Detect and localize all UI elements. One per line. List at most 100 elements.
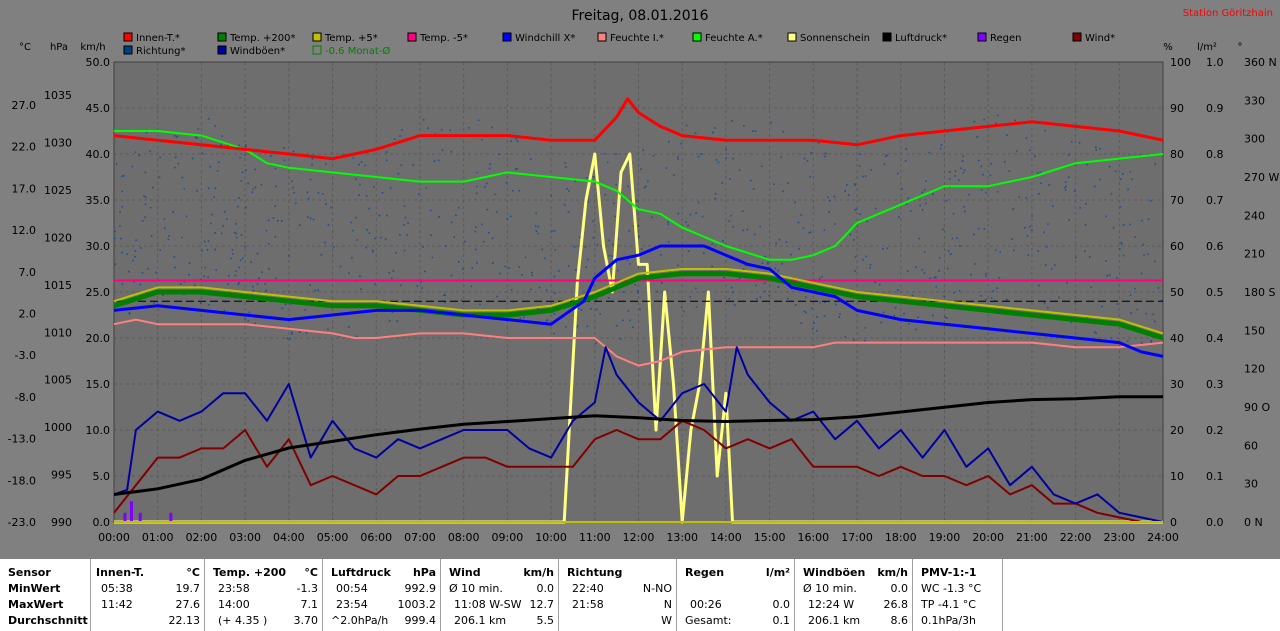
richtung-dot bbox=[484, 186, 486, 188]
richtung-dot bbox=[904, 159, 907, 162]
richtung-dot bbox=[942, 228, 944, 231]
richtung-dot bbox=[476, 171, 478, 174]
richtung-dot bbox=[1005, 298, 1007, 301]
richtung-dot bbox=[809, 231, 812, 234]
richtung-dot bbox=[510, 288, 513, 291]
richtung-dot bbox=[237, 283, 239, 286]
richtung-dot bbox=[322, 193, 324, 195]
richtung-dot bbox=[1108, 274, 1111, 276]
tick-label-rain: 0.5 bbox=[1206, 286, 1224, 299]
richtung-dot bbox=[243, 245, 246, 248]
richtung-dot bbox=[695, 306, 698, 308]
richtung-dot bbox=[355, 178, 357, 180]
richtung-dot bbox=[550, 194, 553, 197]
tick-label-celsius: 12.0 bbox=[12, 224, 37, 237]
richtung-dot bbox=[1110, 192, 1113, 195]
richtung-dot bbox=[935, 285, 938, 288]
richtung-dot bbox=[267, 219, 270, 222]
richtung-dot bbox=[366, 229, 369, 231]
richtung-dot bbox=[197, 128, 200, 130]
richtung-dot bbox=[908, 323, 910, 325]
richtung-dot bbox=[849, 233, 851, 236]
richtung-dot bbox=[1006, 299, 1009, 301]
richtung-dot bbox=[440, 129, 443, 131]
richtung-dot bbox=[590, 307, 592, 310]
tick-label-degree: 0 N bbox=[1244, 516, 1263, 529]
richtung-dot bbox=[1025, 197, 1028, 199]
tick-label-x: 10:00 bbox=[535, 531, 567, 544]
richtung-dot bbox=[919, 204, 922, 207]
richtung-dot bbox=[935, 276, 937, 279]
richtung-dot bbox=[254, 168, 256, 171]
richtung-dot bbox=[1122, 254, 1125, 257]
richtung-dot bbox=[844, 190, 847, 192]
richtung-dot bbox=[173, 134, 176, 137]
richtung-dot bbox=[592, 220, 594, 223]
richtung-dot bbox=[862, 175, 864, 178]
tick-label-rain: 0.2 bbox=[1206, 424, 1224, 437]
richtung-dot bbox=[232, 252, 234, 255]
richtung-dot bbox=[790, 253, 792, 256]
richtung-dot bbox=[1110, 337, 1113, 340]
richtung-dot bbox=[755, 297, 758, 300]
richtung-dot bbox=[416, 285, 419, 287]
richtung-dot bbox=[1150, 339, 1152, 342]
richtung-dot bbox=[566, 187, 568, 190]
richtung-dot bbox=[652, 155, 655, 157]
richtung-dot bbox=[134, 256, 136, 258]
richtung-dot bbox=[239, 156, 241, 159]
richtung-dot bbox=[275, 277, 277, 280]
tick-label-celsius: 27.0 bbox=[12, 99, 37, 112]
richtung-dot bbox=[938, 270, 940, 272]
richtung-dot bbox=[945, 199, 948, 202]
richtung-dot bbox=[379, 236, 382, 239]
richtung-dot bbox=[752, 130, 754, 132]
richtung-dot bbox=[371, 249, 374, 252]
richtung-dot bbox=[1067, 176, 1070, 178]
richtung-dot bbox=[754, 130, 757, 133]
richtung-dot bbox=[629, 319, 632, 322]
richtung-dot bbox=[828, 199, 831, 202]
chart-title: Freitag, 08.01.2016 bbox=[572, 8, 709, 24]
legend-swatch bbox=[692, 32, 702, 42]
legend-label: Innen-T.* bbox=[136, 33, 180, 44]
richtung-dot bbox=[1129, 294, 1132, 296]
series-regen-bar bbox=[138, 512, 142, 522]
richtung-dot bbox=[131, 259, 134, 262]
richtung-dot bbox=[1029, 225, 1031, 228]
richtung-dot bbox=[373, 186, 375, 188]
richtung-dot bbox=[667, 223, 670, 226]
richtung-dot bbox=[1084, 223, 1087, 226]
tick-label-percent: 40 bbox=[1170, 332, 1184, 345]
richtung-dot bbox=[265, 289, 268, 292]
richtung-dot bbox=[685, 124, 688, 127]
richtung-dot bbox=[188, 262, 191, 265]
richtung-dot bbox=[242, 257, 244, 260]
richtung-dot bbox=[403, 205, 406, 207]
richtung-dot bbox=[603, 152, 606, 155]
richtung-dot bbox=[317, 289, 319, 291]
temp200-avg-val: 3.70 bbox=[293, 614, 319, 627]
richtung-dot bbox=[864, 327, 867, 329]
richtung-dot bbox=[209, 165, 212, 168]
richtung-dot bbox=[1031, 215, 1033, 217]
richtung-dot bbox=[1064, 189, 1067, 192]
richtung-dot bbox=[732, 226, 734, 228]
richtung-dot bbox=[575, 268, 577, 271]
tick-label-x: 24:00 bbox=[1147, 531, 1179, 544]
header-sensor: Sensor bbox=[8, 566, 51, 579]
richtung-dot bbox=[1010, 238, 1013, 240]
richtung-dot bbox=[365, 246, 368, 249]
tick-label-x: 13:00 bbox=[666, 531, 698, 544]
richtung-dot bbox=[396, 320, 398, 322]
col-sensor: Sensor MinWert MaxWert Durchschnitt bbox=[0, 559, 90, 631]
richtung-dot bbox=[759, 296, 762, 299]
richtung-dot bbox=[235, 270, 237, 272]
richtung-dot bbox=[794, 304, 797, 306]
richtung-dot bbox=[1031, 229, 1033, 231]
series-feuchte-i-line bbox=[113, 318, 1164, 367]
richtung-dot bbox=[782, 130, 785, 133]
richtung-dot bbox=[955, 237, 958, 239]
richtung-dot bbox=[1121, 173, 1124, 175]
richtung-dot bbox=[397, 173, 400, 175]
